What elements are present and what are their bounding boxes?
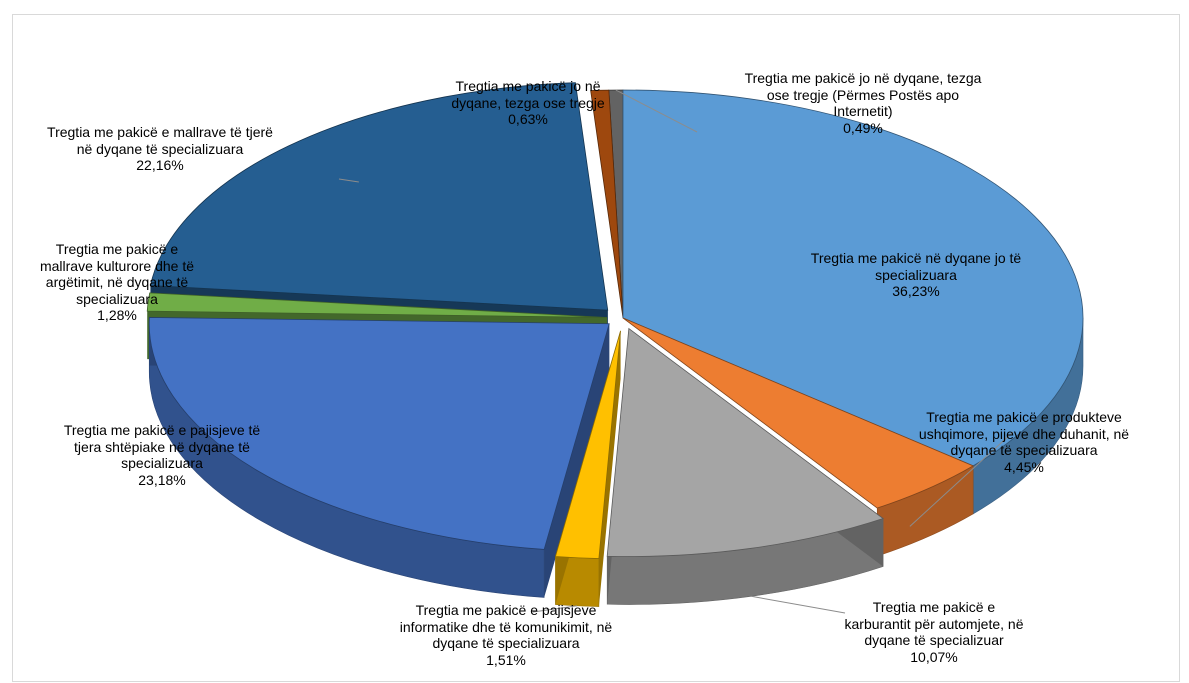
leader-line-8 — [615, 89, 698, 133]
slice-6-top — [149, 82, 609, 311]
label-food-beverages-tobacco: Tregtia me pakicë e produkteve ushqimore… — [918, 409, 1130, 475]
slice-3-top — [554, 330, 621, 559]
label-ict-equipment: Tregtia me pakicë e pajisjeve informatik… — [399, 602, 613, 668]
pie-chart — [146, 82, 1084, 614]
leader-line-6 — [338, 178, 359, 183]
label-cultural-recreation-goods: Tregtia me pakicë e mallrave kulturore d… — [39, 241, 195, 323]
label-automotive-fuel: Tregtia me pakicë e karburantit për auto… — [844, 599, 1024, 665]
label-non-specialized-stores: Tregtia me pakicë në dyqane jo të specia… — [810, 250, 1022, 299]
slice-0-top — [622, 89, 1084, 467]
chart-area: Tregtia me pakicë në dyqane jo të specia… — [12, 14, 1180, 682]
slice-7-top — [590, 89, 624, 319]
leader-line-3 — [532, 605, 578, 613]
slice-2-top — [606, 327, 884, 557]
slice-3-wall-0 — [598, 330, 621, 607]
slice-5-top — [146, 292, 608, 318]
label-mail-internet: Tregtia me pakicë jo në dyqane, tezga os… — [744, 70, 982, 136]
label-other-goods-specialized: Tregtia me pakicë e mallrave të tjerë në… — [47, 124, 273, 173]
slice-4-top — [148, 317, 610, 550]
leader-line-1 — [909, 431, 1014, 527]
label-other-household-equipment: Tregtia me pakicë e pajisjeve të tjera s… — [63, 422, 261, 488]
slice-4-wall-0 — [544, 323, 610, 598]
leader-line-2 — [751, 595, 846, 614]
slice-1-top — [622, 317, 975, 509]
label-stalls-markets: Tregtia me pakicë jo në dyqane, tezga os… — [451, 78, 605, 127]
